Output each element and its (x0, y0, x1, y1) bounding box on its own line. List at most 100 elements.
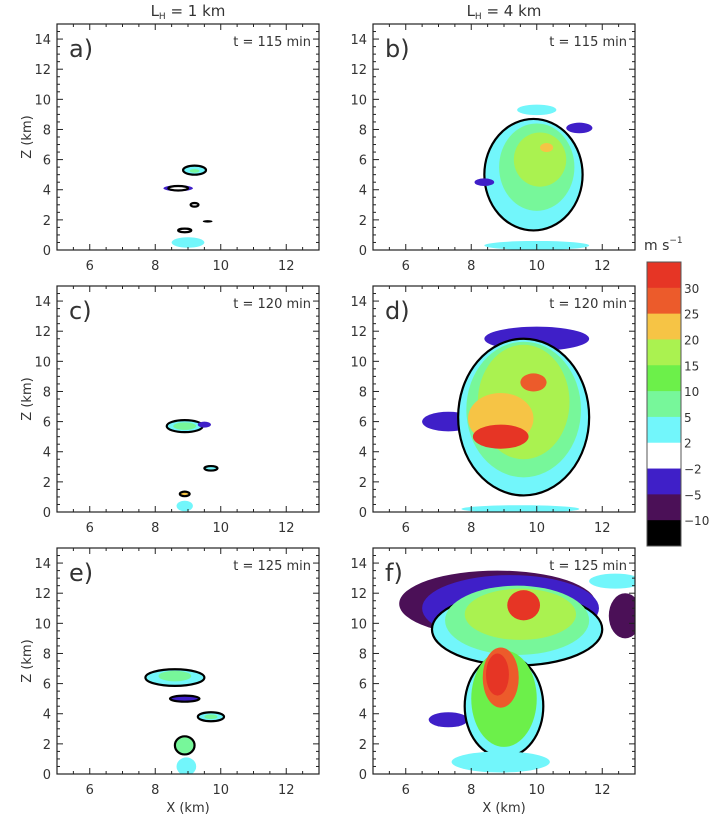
x-tick-label: 6 (86, 521, 94, 536)
y-tick-label: 2 (359, 214, 367, 229)
contour-region (513, 132, 567, 187)
contour-field (163, 164, 213, 248)
panel-f: 6 8 10 12 0 2 4 6 8 10 12 14 f) t = 125 min X (km) (350, 547, 636, 816)
colorbar-unit-exp: −1 (669, 236, 682, 246)
y-tick-label: 2 (43, 738, 51, 753)
contour-region (517, 104, 557, 116)
x-tick-label: 6 (402, 783, 410, 798)
contour-region (474, 178, 495, 186)
y-tick-label: 0 (43, 506, 51, 521)
panel-label: f) (385, 559, 403, 587)
panel-label: b) (385, 35, 410, 63)
colorbar-label: 15 (684, 359, 699, 373)
column-title-rest: = 4 km (482, 2, 542, 20)
colorbar-label: 5 (684, 411, 692, 425)
panel-time: t = 120 min (549, 297, 627, 312)
y-tick-label: 6 (43, 678, 51, 693)
contour-region (472, 424, 529, 449)
y-tick-label: 12 (34, 325, 51, 340)
panel-label: c) (69, 297, 92, 325)
x-tick-label: 12 (278, 259, 295, 274)
y-tick-label: 8 (43, 123, 51, 138)
contour-region (203, 464, 219, 472)
x-tick-label: 6 (86, 783, 94, 798)
x-tick-label: 10 (212, 783, 229, 798)
x-tick-label: 8 (151, 783, 159, 798)
y-tick-label: 4 (43, 708, 51, 723)
column-title: LH = 4 km (467, 2, 542, 22)
contour-region (204, 714, 218, 720)
colorbar-band (647, 262, 681, 289)
x-tick-label: 12 (278, 783, 295, 798)
y-tick-label: 14 (350, 295, 367, 310)
y-tick-label: 10 (34, 355, 51, 370)
colorbar-frame (646, 261, 682, 547)
y-tick-label: 12 (350, 325, 367, 340)
colorbar-band (647, 391, 681, 418)
colorbar-unit: m s−1 (644, 236, 683, 254)
contour-field (474, 104, 593, 250)
colorbar-label: 20 (684, 333, 699, 347)
contour-region (176, 757, 197, 774)
colorbar-band (647, 520, 681, 547)
y-tick-label: 14 (350, 557, 367, 572)
y-tick-label: 6 (359, 154, 367, 169)
column-title-sub: H (475, 12, 482, 22)
column-title-main: L (151, 2, 160, 20)
y-tick-label: 6 (43, 154, 51, 169)
contour-field (144, 668, 226, 774)
colorbar-band (647, 313, 681, 340)
panel-d: 6 8 10 12 0 2 4 6 8 10 12 14 d) t = 120 min (350, 285, 636, 536)
y-tick-label: 10 (350, 617, 367, 632)
colorbar-label: 2 (684, 437, 692, 451)
y-tick-label: 14 (34, 33, 51, 48)
x-tick-label: 8 (467, 259, 475, 274)
contour-region (540, 143, 554, 153)
y-tick-label: 8 (43, 385, 51, 400)
x-tick-label: 12 (278, 521, 295, 536)
y-tick-label: 4 (359, 184, 367, 199)
contour-region (158, 670, 192, 682)
colorbar-label: −5 (684, 488, 702, 502)
x-tick-label: 6 (402, 521, 410, 536)
panel-b: 6 8 10 12 0 2 4 6 8 10 12 14 b) t = 115 min (350, 23, 636, 274)
panel-time: t = 125 min (233, 559, 311, 574)
contour-region (589, 573, 635, 589)
y-tick-label: 10 (350, 93, 367, 108)
panel-a: 6 8 10 12 0 2 4 6 8 10 12 14 a) t = 115 min Z (km) (20, 23, 320, 274)
panel-frame (56, 285, 320, 513)
y-tick-label: 12 (34, 587, 51, 602)
y-tick-label: 4 (359, 446, 367, 461)
colorbar-band (647, 494, 681, 521)
panel-time: t = 125 min (549, 559, 627, 574)
x-tick-label: 10 (212, 259, 229, 274)
y-tick-label: 6 (359, 678, 367, 693)
x-tick-label: 10 (528, 259, 545, 274)
colorbar-band (647, 287, 681, 315)
column-title-rest: = 1 km (166, 2, 226, 20)
panel-c: 6 8 10 12 0 2 4 6 8 10 12 14 c) t = 120 min Z (km) (20, 285, 320, 536)
y-tick-label: 14 (350, 33, 367, 48)
x-tick-label: 8 (151, 259, 159, 274)
x-tick-label: 12 (594, 783, 611, 798)
y-tick-label: 8 (359, 123, 367, 138)
contour-region (167, 184, 190, 192)
y-tick-label: 0 (359, 244, 367, 259)
colorbar: m s−1 30 25 20 15 10 5 2 −2 −5 −10 (644, 236, 709, 547)
column-title: LH = 1 km (151, 2, 226, 22)
y-tick-label: 12 (350, 587, 367, 602)
colorbar-band (647, 442, 681, 470)
y-tick-label: 10 (34, 617, 51, 632)
y-tick-label: 0 (359, 506, 367, 521)
contour-region (178, 490, 191, 498)
y-tick-label: 12 (34, 63, 51, 78)
contour-region (566, 122, 593, 134)
y-tick-label: 2 (359, 738, 367, 753)
x-tick-label: 8 (151, 521, 159, 536)
colorbar-band (647, 416, 681, 444)
contour-region (485, 653, 509, 696)
contour-region (189, 201, 200, 208)
y-tick-label: 0 (43, 768, 51, 783)
x-tick-label: 8 (467, 783, 475, 798)
